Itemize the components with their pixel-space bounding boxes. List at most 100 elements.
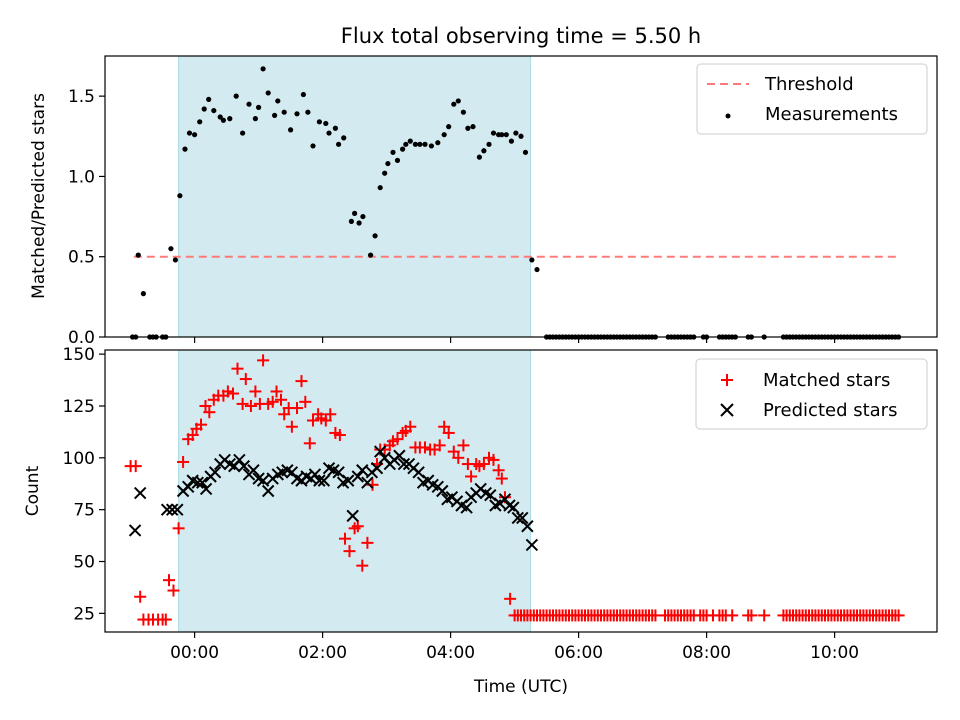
x-axis-label: Time (UTC) bbox=[473, 677, 568, 697]
measurement-point bbox=[310, 143, 316, 149]
matched-star-point bbox=[324, 408, 337, 421]
matched-star-point bbox=[307, 414, 319, 427]
measurement-point bbox=[441, 132, 447, 138]
predicted-star-point bbox=[525, 538, 539, 552]
predicted-star-point bbox=[346, 509, 359, 523]
measurement-point bbox=[172, 257, 178, 263]
predicted-star-point bbox=[160, 503, 174, 516]
measurement-point bbox=[446, 124, 452, 130]
matched-star-point bbox=[404, 420, 417, 433]
predicted-star-point bbox=[436, 484, 449, 498]
matched-star-point bbox=[758, 609, 771, 622]
x-tick-label: 02:00 bbox=[298, 643, 347, 663]
matched-star-point bbox=[236, 397, 249, 410]
predicted-star-point bbox=[171, 503, 184, 516]
measurement-point bbox=[332, 125, 338, 131]
measurement-point bbox=[368, 252, 374, 258]
measurement-point bbox=[394, 157, 401, 163]
x-tick-label: 00:00 bbox=[170, 643, 219, 663]
measurement-point bbox=[455, 98, 461, 104]
bottom-highlight-span bbox=[178, 349, 532, 633]
measurement-point bbox=[377, 185, 383, 191]
matched-star-point bbox=[438, 420, 451, 433]
top-legend-frame bbox=[696, 63, 928, 135]
predicted-star-point bbox=[521, 520, 534, 533]
measurement-point bbox=[428, 143, 434, 149]
measurement-point bbox=[192, 132, 198, 138]
measurement-point bbox=[400, 146, 406, 152]
legend-predicted-label: Predicted stars bbox=[763, 400, 897, 421]
legend-matched-label: Matched stars bbox=[763, 370, 890, 391]
matched-star-point bbox=[134, 590, 147, 603]
bottom-y-tick-label: 125 bbox=[63, 397, 95, 417]
predicted-star-point bbox=[196, 476, 209, 489]
matched-star-point bbox=[239, 373, 252, 386]
measurement-point bbox=[227, 116, 233, 122]
x-tick-label: 06:00 bbox=[554, 643, 603, 663]
matched-star-point bbox=[266, 395, 279, 408]
measurement-point bbox=[294, 111, 300, 117]
matched-star-point bbox=[299, 395, 312, 408]
predicted-star-point bbox=[516, 511, 529, 525]
bottom-y-tick-label: 25 bbox=[73, 604, 95, 624]
bottom-x-ticks: 00:00 02:00 04:00 06:00 08:00 10:00 bbox=[170, 632, 859, 663]
predicted-star-point bbox=[308, 468, 322, 481]
matched-star-point bbox=[249, 385, 262, 398]
measurement-point bbox=[182, 146, 188, 152]
matched-star-point bbox=[129, 460, 142, 473]
chart-title: Flux total observing time = 5.50 h bbox=[341, 24, 701, 48]
matched-star-point bbox=[278, 408, 291, 421]
bottom-y-ticks: 25 50 75 100 125 150 bbox=[63, 345, 105, 624]
predicted-star-point bbox=[503, 499, 516, 512]
matched-star-point bbox=[745, 609, 758, 622]
matched-star-point bbox=[457, 439, 470, 452]
measurement-point bbox=[513, 130, 519, 136]
top-y-tick-label: 0.0 bbox=[68, 328, 95, 348]
measurement-point bbox=[323, 120, 329, 127]
predicted-star-point bbox=[261, 484, 275, 498]
predicted-star-point bbox=[237, 459, 251, 473]
predicted-star-point bbox=[356, 464, 369, 477]
measurement-point bbox=[518, 133, 524, 139]
matched-star-point bbox=[447, 445, 460, 458]
matched-star-point bbox=[186, 429, 199, 442]
predicted-star-point bbox=[165, 503, 179, 516]
matched-star-point bbox=[199, 399, 212, 412]
top-y-tick-label: 0.5 bbox=[68, 248, 95, 268]
predicted-star-point bbox=[341, 474, 355, 487]
measurement-point bbox=[348, 218, 354, 224]
matched-star-point bbox=[303, 437, 316, 450]
measurement-point bbox=[140, 291, 146, 297]
bottom-y-axis-label: Count bbox=[23, 465, 43, 516]
predicted-star-point bbox=[397, 457, 411, 471]
matched-star-point bbox=[203, 406, 216, 419]
measurement-point bbox=[481, 148, 487, 154]
measurement-point bbox=[529, 257, 535, 263]
matched-star-point bbox=[339, 532, 351, 545]
measurement-point bbox=[508, 138, 514, 144]
matched-star-point bbox=[285, 420, 298, 433]
measurement-point bbox=[417, 141, 423, 147]
measurement-point bbox=[272, 112, 278, 119]
measurement-point bbox=[403, 141, 409, 147]
measurement-point bbox=[522, 149, 529, 155]
measurement-point bbox=[341, 135, 347, 141]
matched-star-point bbox=[319, 414, 332, 427]
predicted-star-point bbox=[199, 482, 213, 496]
matched-star-point bbox=[892, 609, 905, 622]
measurement-point bbox=[356, 220, 362, 226]
measurement-point bbox=[186, 130, 193, 136]
top-panel: 0.0 0.5 1.0 1.5 Matched/Predicted stars Thr… bbox=[29, 55, 938, 348]
measurement-point bbox=[256, 104, 262, 110]
top-y-tick-label: 1.5 bbox=[68, 87, 95, 107]
top-y-axis-label: Matched/Predicted stars bbox=[29, 93, 49, 299]
measurement-point bbox=[220, 117, 226, 123]
x-tick-label: 04:00 bbox=[426, 643, 475, 663]
predicted-star-point bbox=[370, 461, 384, 475]
measurement-point bbox=[217, 114, 223, 120]
matched-star-point bbox=[452, 451, 465, 464]
bottom-y-tick-label: 150 bbox=[63, 345, 95, 365]
predicted-star-point bbox=[313, 474, 326, 487]
measurement-point bbox=[197, 119, 203, 125]
